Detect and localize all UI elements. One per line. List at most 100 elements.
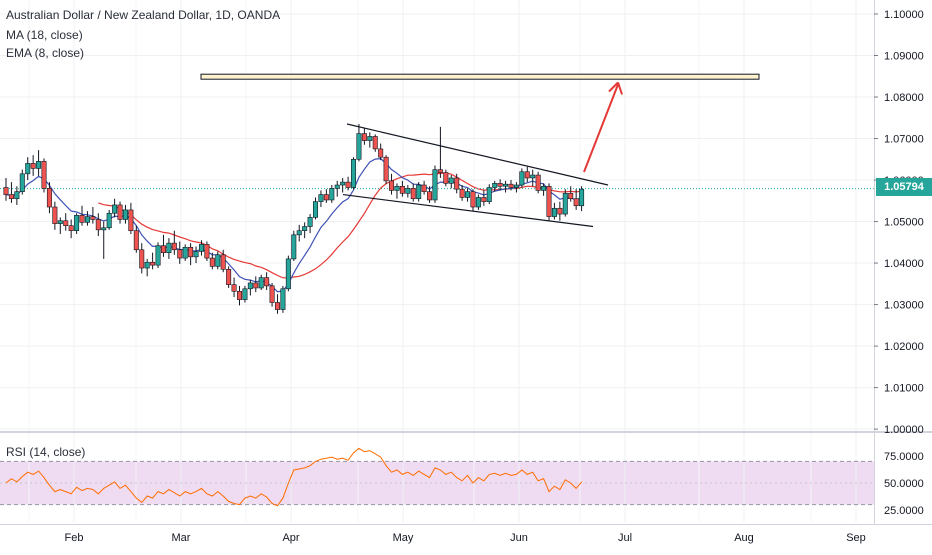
candle-body xyxy=(389,180,395,191)
time-axis-label: Mar xyxy=(172,532,191,544)
candle-body xyxy=(52,206,58,224)
candle xyxy=(562,189,568,217)
candle-body xyxy=(329,188,335,201)
candle-body xyxy=(215,254,221,267)
candle-body xyxy=(524,171,530,179)
candle-body xyxy=(448,177,454,184)
candle-body xyxy=(128,209,134,231)
candle-body xyxy=(372,136,378,150)
candle xyxy=(150,252,156,270)
symbol-legend[interactable]: Australian Dollar / New Zealand Dollar, … xyxy=(6,8,281,22)
candle xyxy=(378,143,384,161)
candle-body xyxy=(95,219,101,231)
candle-body xyxy=(25,163,31,175)
candle xyxy=(14,186,20,205)
price-axis-label: 1.07000 xyxy=(884,134,924,146)
candle xyxy=(394,183,400,199)
candle-body xyxy=(57,220,63,224)
candle-body xyxy=(8,194,14,200)
candle xyxy=(193,246,199,264)
candle-body xyxy=(117,204,123,220)
candle xyxy=(122,204,128,224)
candle-body xyxy=(535,174,541,191)
candle xyxy=(84,211,90,226)
price-axis-label: 1.05000 xyxy=(884,217,924,229)
candle-body xyxy=(280,288,286,310)
candle-body xyxy=(90,216,96,220)
candle-body xyxy=(513,184,519,188)
candle xyxy=(345,176,351,191)
candle-body xyxy=(122,209,128,220)
candle xyxy=(139,243,145,274)
candle xyxy=(383,155,389,185)
candle-body xyxy=(378,148,384,158)
candle-body xyxy=(264,277,270,287)
candle xyxy=(215,251,221,270)
candle xyxy=(3,177,9,201)
candle-body xyxy=(351,158,357,188)
candle xyxy=(19,169,25,195)
candle-body xyxy=(36,161,42,169)
candle xyxy=(524,166,530,183)
candle-body xyxy=(19,173,25,192)
candle xyxy=(182,244,188,261)
candle xyxy=(285,255,291,292)
time-axis-label: Aug xyxy=(734,532,754,544)
price-axis-label: 1.02000 xyxy=(884,341,924,353)
candle-body xyxy=(410,188,416,200)
candle xyxy=(296,224,302,242)
candle-body xyxy=(46,188,52,208)
candle-body xyxy=(492,183,498,188)
candle xyxy=(541,183,547,196)
candle xyxy=(351,157,357,190)
candle xyxy=(90,207,96,224)
candle-body xyxy=(68,225,74,231)
candle-body xyxy=(74,215,80,231)
price-axis-label: 1.01000 xyxy=(884,383,924,395)
candle-body xyxy=(345,181,351,188)
target-zone xyxy=(200,73,760,80)
candle xyxy=(367,132,373,148)
candle xyxy=(421,180,427,195)
candle xyxy=(432,165,438,203)
candle-body xyxy=(334,184,340,189)
candle xyxy=(551,202,557,220)
candle xyxy=(416,182,422,202)
price-axis-label: 1.08000 xyxy=(884,92,924,104)
candle xyxy=(253,276,259,293)
candle xyxy=(41,158,47,193)
candle xyxy=(155,242,161,269)
candle-body xyxy=(579,188,585,207)
candle xyxy=(30,155,36,176)
candle-body xyxy=(171,242,177,251)
time-axis-label: Apr xyxy=(282,532,299,544)
candle-body xyxy=(30,163,36,169)
candle xyxy=(117,201,123,224)
ma-legend[interactable]: MA (18, close) xyxy=(6,28,83,42)
candle xyxy=(465,188,471,202)
candle xyxy=(361,128,367,145)
candle-body xyxy=(182,246,188,259)
projection-arrow-head xyxy=(608,81,623,95)
rsi-legend[interactable]: RSI (14, close) xyxy=(6,445,86,459)
candle xyxy=(242,285,248,303)
candle-body xyxy=(562,193,568,215)
candle-body xyxy=(437,169,443,173)
candle xyxy=(258,274,264,291)
candle xyxy=(79,205,85,226)
candle xyxy=(171,230,177,255)
candle-body xyxy=(568,193,574,200)
candle xyxy=(437,126,443,178)
time-axis-label: Sep xyxy=(846,532,866,544)
candle-body xyxy=(313,201,319,218)
candle xyxy=(313,197,319,220)
candle xyxy=(459,185,465,201)
candle-body xyxy=(551,207,557,217)
ema-legend[interactable]: EMA (8, close) xyxy=(6,46,85,60)
candle xyxy=(36,150,42,176)
candle-body xyxy=(356,133,362,160)
candle xyxy=(519,168,525,188)
